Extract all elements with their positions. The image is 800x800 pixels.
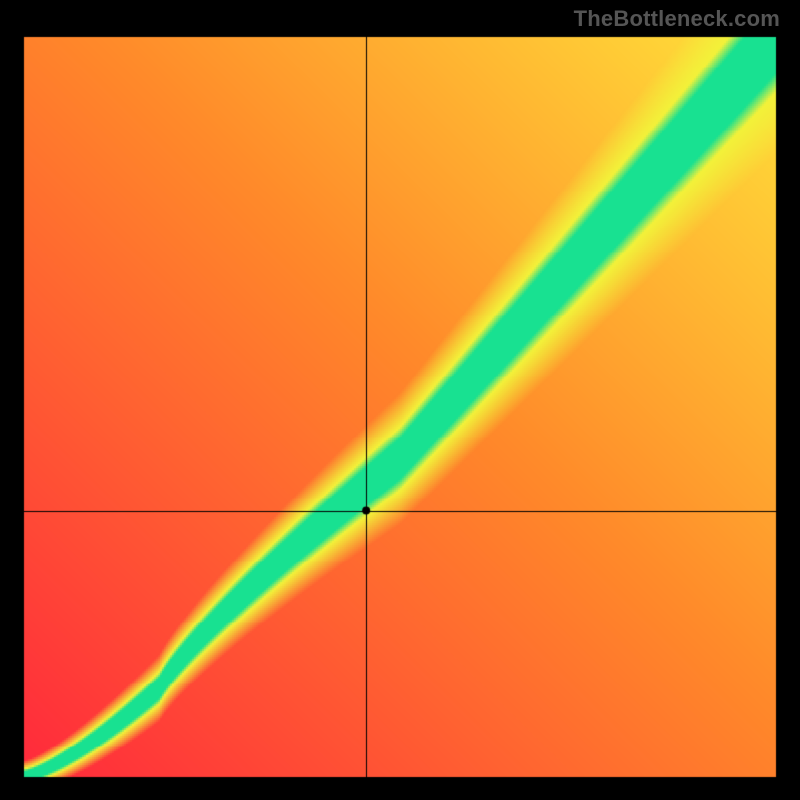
watermark-text: TheBottleneck.com: [574, 6, 780, 32]
chart-container: TheBottleneck.com: [0, 0, 800, 800]
heatmap-canvas: [0, 0, 800, 800]
